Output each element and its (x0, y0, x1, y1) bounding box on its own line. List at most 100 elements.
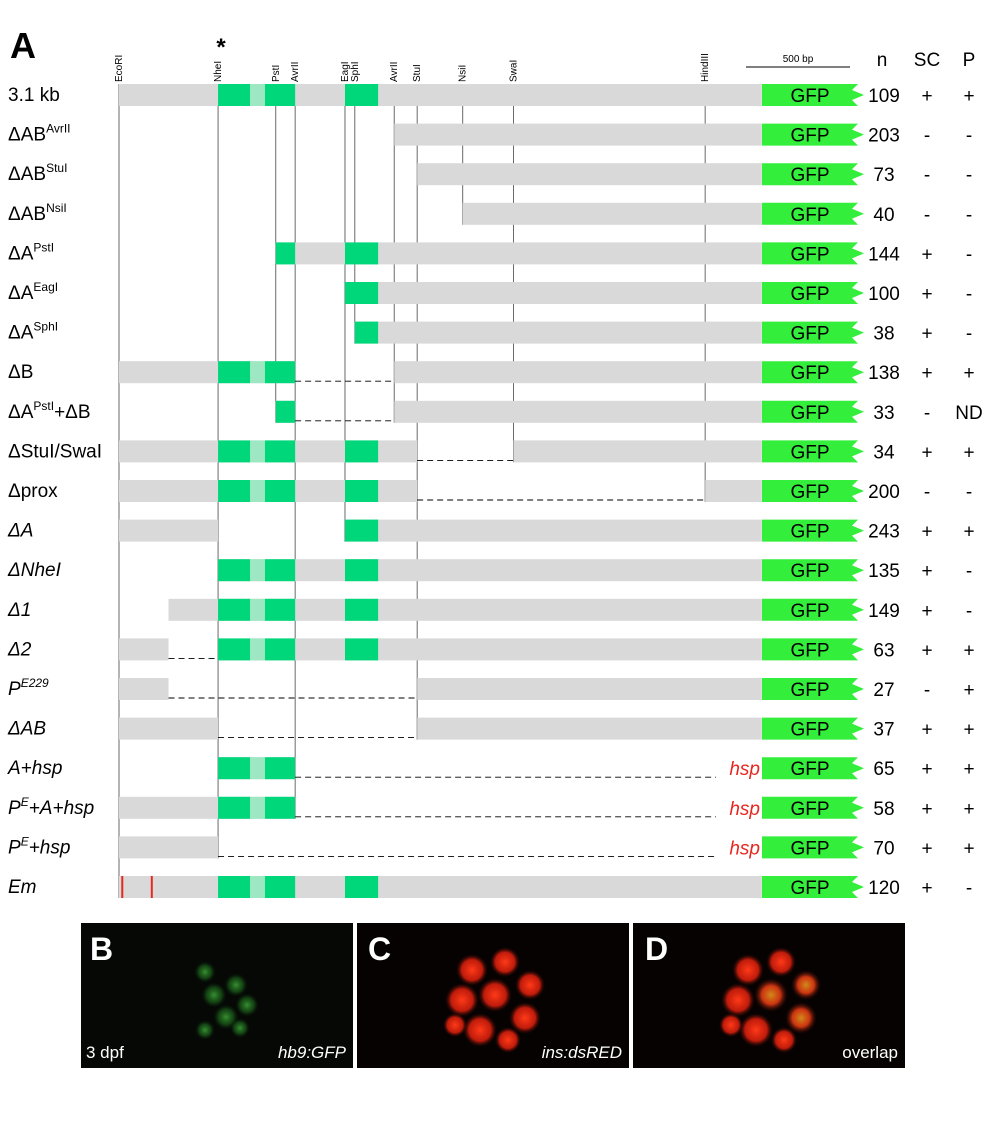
conserved-element-block (264, 361, 296, 384)
construct-label-pre: Δ (8, 204, 21, 225)
gfp-label: GFP (790, 165, 829, 186)
p-value: + (963, 640, 974, 661)
construct-label-sup: AvrII (46, 122, 70, 136)
p-value: ND (955, 403, 982, 424)
gfp-reporter (762, 717, 864, 740)
promoter-segment (417, 717, 762, 740)
promoter-segment (119, 84, 762, 106)
construct-label-pre: Δ (8, 164, 21, 185)
site-label-avrii-3: AvrII (290, 62, 301, 82)
construct-label: ΔABNsiI (8, 201, 67, 225)
gfp-reporter (762, 242, 864, 265)
conserved-element-block (218, 480, 251, 502)
column-header-p: P (963, 50, 976, 71)
conserved-element-block (264, 796, 296, 819)
construct-label-pre: Δ (7, 600, 21, 621)
construct-label: ΔABStuI (8, 161, 67, 185)
construct-row: ΔABNsiI GFP 40 - - (8, 201, 972, 226)
n-value: 37 (873, 720, 894, 741)
gfp-reporter (762, 321, 864, 344)
p-value: - (966, 165, 972, 186)
conserved-element-block (344, 480, 379, 502)
gfp-label: GFP (790, 363, 829, 384)
site-label-nsii-8: NsiI (458, 65, 469, 82)
gfp-label: GFP (790, 522, 829, 543)
n-value: 58 (873, 799, 894, 820)
red-fluorescence-cells (443, 947, 545, 1053)
construct-label-sup: PstI (33, 399, 54, 413)
scale-bar: 500 bp (746, 54, 850, 68)
overlap-fluorescence-cells (719, 947, 821, 1053)
construct-row: ΔAB GFP 37 + + (7, 717, 975, 741)
construct-label: ΔA (7, 521, 33, 542)
construct-label-pre: Δ (8, 362, 21, 383)
conserved-element-block (250, 796, 265, 819)
gfp-label: GFP (790, 86, 829, 107)
construct-label-main: Em (8, 877, 37, 898)
conserved-element-block (344, 440, 379, 463)
promoter-segment (344, 519, 762, 542)
construct-row: 3.1 kb GFP 109 + + (8, 84, 975, 107)
hsp-label: hsp (729, 799, 760, 820)
gfp-reporter (762, 757, 864, 780)
p-value: - (966, 561, 972, 582)
promoter-segment (119, 836, 219, 859)
construct-label: PE229 (8, 676, 49, 700)
conserved-element-block (250, 638, 265, 661)
gfp-label: GFP (790, 561, 829, 582)
site-label-sphi-5: SphI (350, 61, 361, 82)
sc-value: + (921, 442, 932, 463)
gfp-reporter (762, 559, 864, 582)
construct-row: Δ1 GFP 149 + - (7, 598, 972, 622)
p-value: - (966, 324, 972, 345)
construct-label-main: prox (21, 481, 58, 502)
sc-value: - (924, 205, 930, 226)
construct-label: PE+hsp (8, 834, 70, 858)
site-label-psti-2: PstI (271, 65, 282, 82)
promoter-segment (119, 638, 169, 661)
p-value: - (966, 284, 972, 305)
conserved-element-block (250, 559, 265, 582)
n-value: 63 (873, 640, 894, 661)
conserved-element-block (264, 757, 296, 780)
gfp-reporter (762, 519, 864, 542)
conserved-element-block (344, 282, 379, 304)
conserved-element-block (250, 598, 265, 621)
panel-b-caption-right: hb9:GFP (278, 1043, 347, 1062)
construct-label-main: NheI (21, 560, 62, 581)
gfp-reporter (762, 638, 864, 661)
construct-label-main: B (21, 362, 34, 383)
construct-label: ΔAPstI (8, 240, 54, 264)
panel-d-letter: D (645, 931, 668, 967)
construct-label-main: 3.1 kb (8, 85, 60, 106)
hsp-label: hsp (729, 838, 760, 859)
sc-value: - (924, 680, 930, 701)
sc-value: - (924, 126, 930, 147)
n-value: 203 (868, 126, 900, 147)
conserved-element-block (218, 559, 251, 582)
construct-label-main: 2 (20, 639, 32, 660)
sc-value: + (921, 86, 932, 107)
p-value: - (966, 205, 972, 226)
construct-label-main: A (20, 521, 34, 542)
promoter-segment (705, 480, 762, 502)
panel-b-letter: B (90, 931, 113, 967)
construct-row: ΔASphI GFP 38 + - (8, 320, 972, 345)
sc-value: + (921, 324, 932, 345)
gfp-label: GFP (790, 442, 829, 463)
gfp-reporter (762, 876, 864, 898)
construct-label: ΔASphI (8, 320, 58, 344)
n-value: 109 (868, 86, 900, 107)
conserved-element-block (264, 598, 296, 621)
conserved-element-block (344, 242, 379, 265)
scale-bar-label: 500 bp (783, 54, 814, 65)
p-value: + (963, 680, 974, 701)
construct-label-pre: Δ (7, 719, 21, 740)
promoter-segment (218, 559, 762, 582)
conserved-element-block (344, 519, 379, 542)
construct-label-sup: EagI (33, 280, 58, 294)
conserved-element-block (344, 876, 379, 898)
gfp-label: GFP (790, 720, 829, 741)
conserved-element-block (344, 84, 379, 106)
promoter-segment (218, 638, 762, 661)
